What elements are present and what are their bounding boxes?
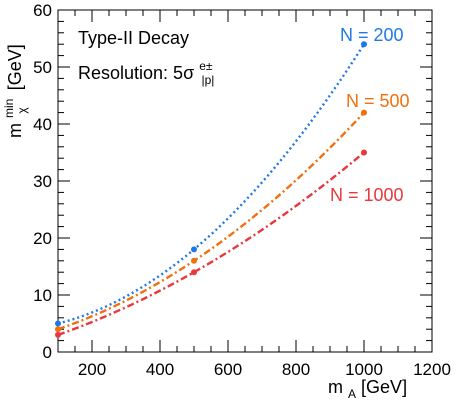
plot-frame — [57, 9, 433, 353]
series-point-1 — [191, 257, 197, 264]
y-tick-label: 20 — [33, 229, 52, 248]
y-axis-title: m min χ [GeV] — [0, 44, 30, 138]
series-line-1 — [57, 111, 365, 331]
annotation-resolution-main: Resolution: 5σ — [78, 63, 194, 83]
x-axis-title-main: m — [328, 377, 343, 397]
x-tick-label: 600 — [214, 360, 242, 379]
series-point-2 — [361, 149, 367, 156]
x-axis-title: m A [GeV] — [328, 377, 407, 402]
y-tick-label: 40 — [33, 115, 52, 134]
y-axis-title-sup: min — [2, 99, 16, 118]
series-layer — [55, 41, 367, 338]
series-point-1 — [55, 326, 61, 333]
series-point-0 — [361, 41, 367, 48]
tick-labels-layer: 200 400 600 800 1000 1200 0 10 20 30 40 50 60 — [33, 1, 451, 379]
x-tick-label: 800 — [282, 360, 310, 379]
x-tick-label: 1200 — [413, 360, 451, 379]
y-tick-label: 10 — [33, 286, 52, 305]
series-point-1 — [361, 109, 367, 116]
x-axis-title-unit: [GeV] — [361, 377, 407, 397]
series-line-2 — [57, 151, 365, 337]
y-tick-label: 50 — [33, 58, 52, 77]
y-tick-label: 60 — [33, 1, 52, 20]
series-label-n1000: N = 1000 — [330, 185, 404, 205]
series-point-2 — [191, 269, 197, 276]
y-tick-label: 30 — [33, 172, 52, 191]
x-tick-label: 200 — [78, 360, 106, 379]
series-label-n500: N = 500 — [346, 91, 410, 111]
ticks-layer — [57, 9, 433, 353]
annotation-decay-type: Type-II Decay — [78, 28, 189, 48]
y-axis-title-main: m — [5, 123, 25, 138]
y-axis-title-unit: [GeV] — [5, 44, 25, 90]
series-point-2 — [55, 331, 61, 338]
x-axis-title-sub: A — [348, 387, 356, 401]
annotation-resolution: Resolution: 5σ e± |p| — [78, 54, 217, 87]
annotation-resolution-sup: e± — [199, 59, 213, 73]
x-tick-label: 1000 — [345, 360, 383, 379]
y-axis-title-sub: χ — [15, 107, 29, 114]
series-point-0 — [55, 320, 61, 327]
series-point-0 — [191, 246, 197, 253]
x-tick-label: 400 — [146, 360, 174, 379]
y-tick-label: 0 — [43, 343, 52, 362]
annotation-resolution-sub: |p| — [201, 73, 214, 87]
series-label-n200: N = 200 — [340, 25, 404, 45]
